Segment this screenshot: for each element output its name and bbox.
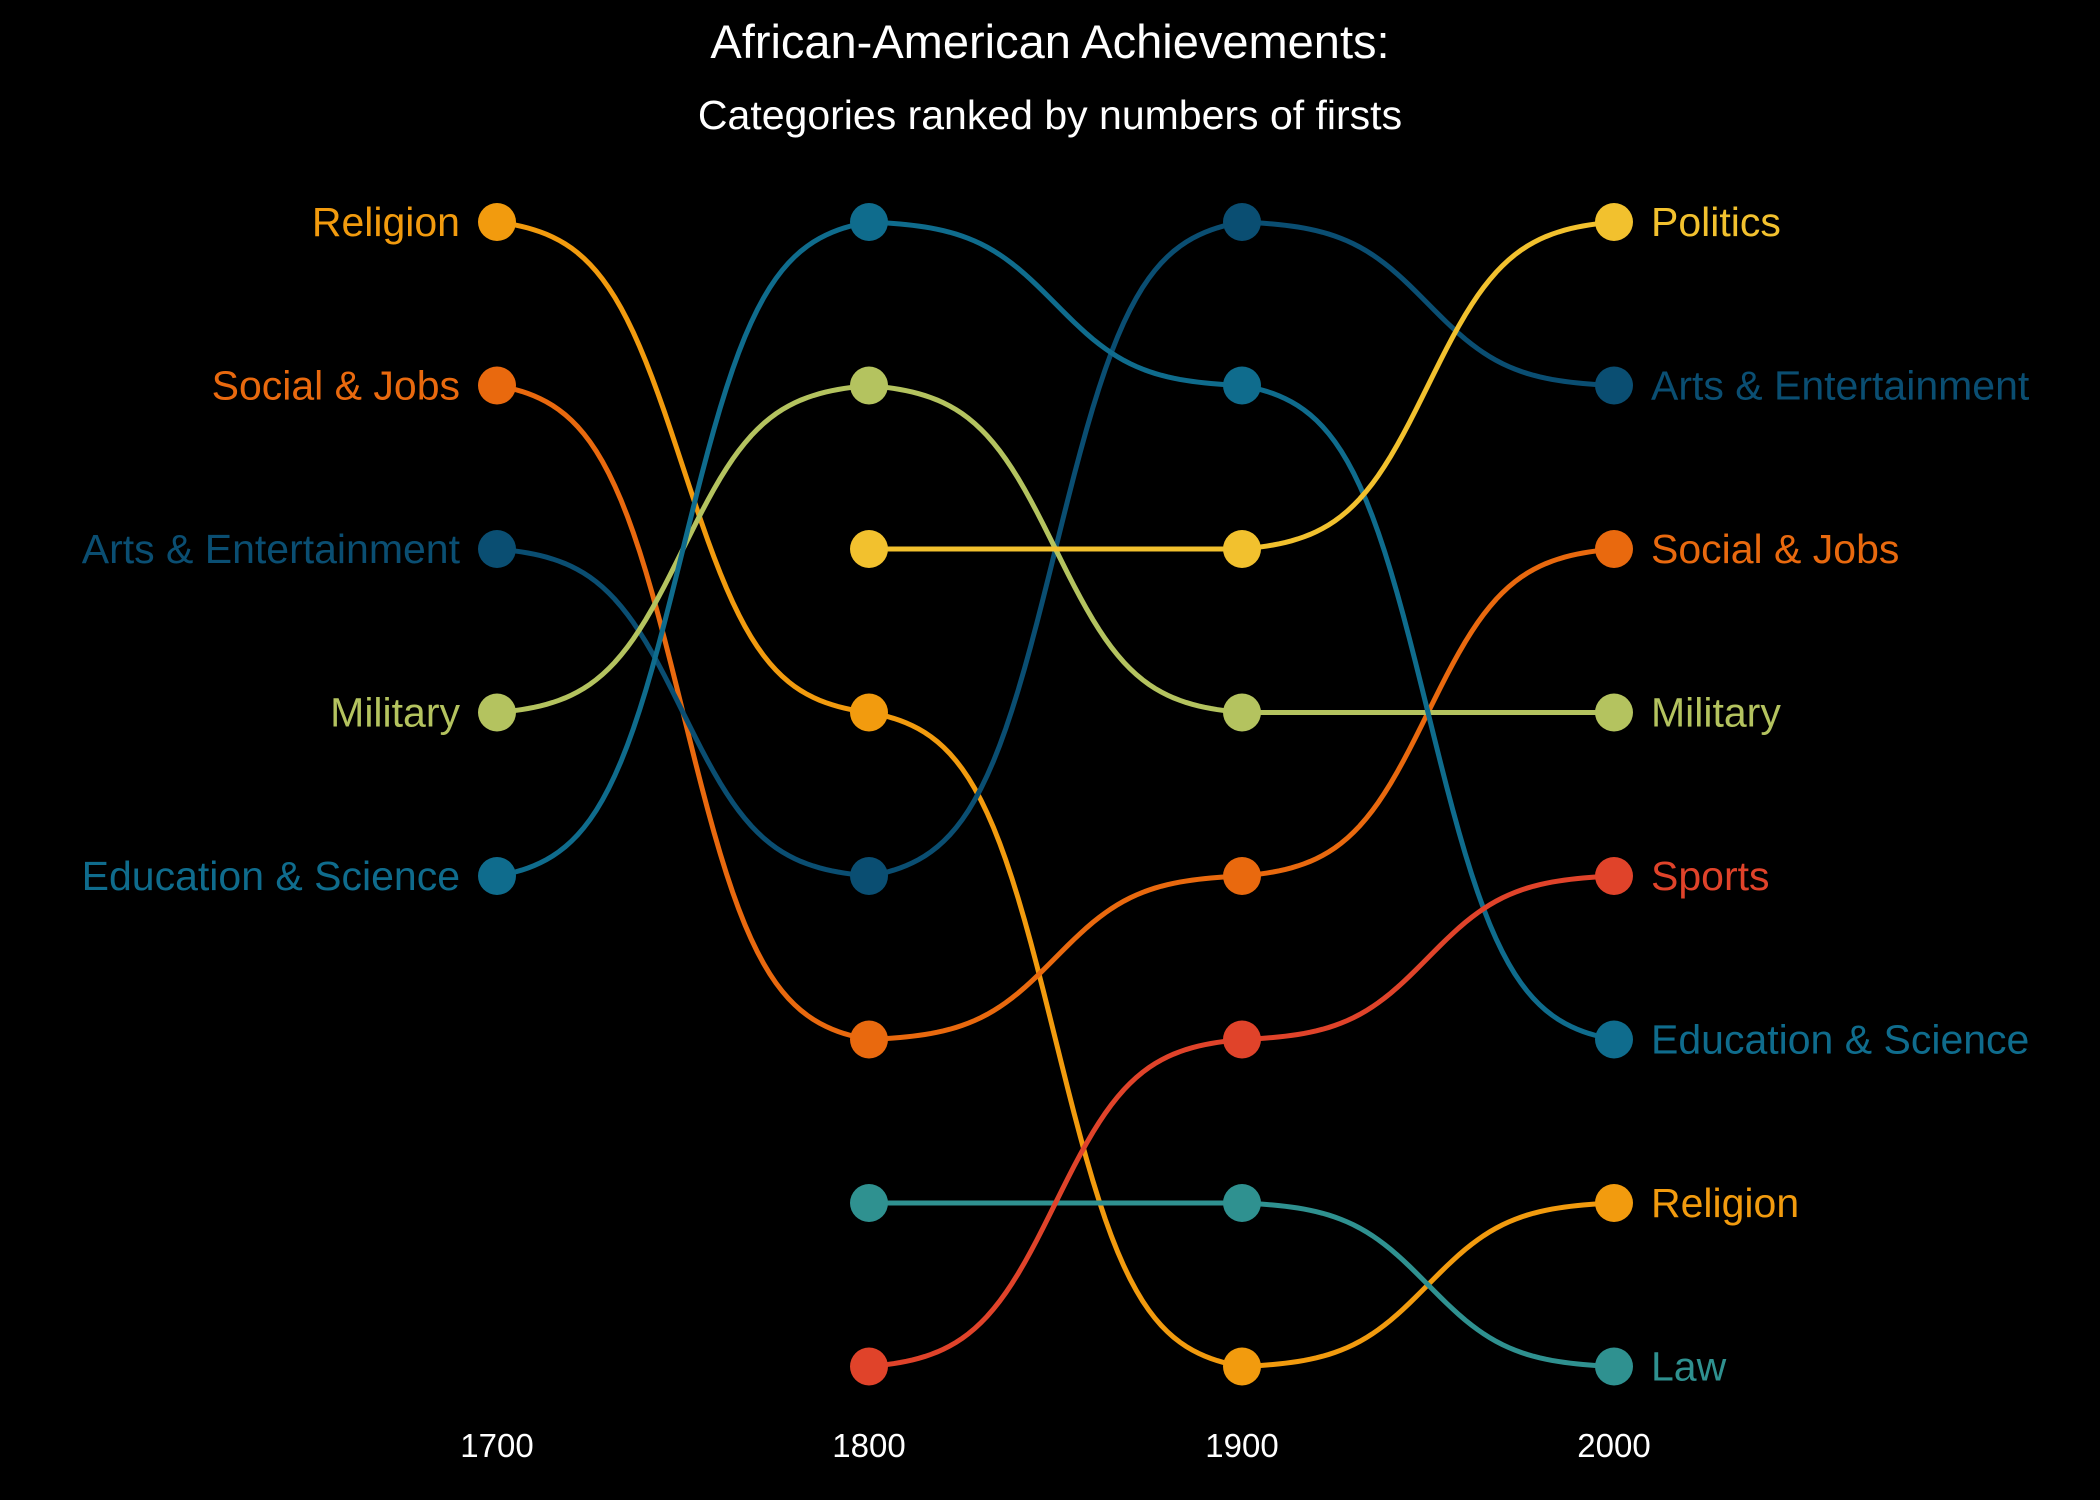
end-labels: Religion Religion Social & Jobs Social & Jo… (82, 199, 2030, 1390)
point-education-and-science-1900 (1223, 366, 1261, 405)
point-military-1700 (478, 693, 516, 732)
point-military-1900 (1223, 693, 1261, 732)
right-label-military: Military (1651, 690, 1781, 736)
right-label-sports: Sports (1651, 853, 1770, 899)
point-social-and-jobs-1900 (1223, 857, 1261, 895)
point-arts-and-entertainment-1800 (850, 857, 888, 895)
point-sports-1900 (1223, 1020, 1261, 1059)
x-tick-label-1900: 1900 (1205, 1427, 1278, 1464)
series-line-education-and-science (868, 219, 1243, 388)
x-tick-label-1700: 1700 (460, 1427, 533, 1464)
right-label-arts-and-entertainment: Arts & Entertainment (1651, 363, 2030, 409)
point-religion-1700 (478, 203, 516, 241)
point-social-and-jobs-2000 (1595, 530, 1633, 568)
series-line-arts-and-entertainment (496, 546, 870, 879)
chart-subtitle: Categories ranked by numbers of firsts (697, 92, 1403, 138)
chart-title: African-American Achievements: (710, 15, 1390, 68)
point-religion-1900 (1223, 1347, 1261, 1386)
point-sports-2000 (1595, 857, 1633, 895)
right-label-politics: Politics (1651, 199, 1781, 245)
point-politics-1900 (1223, 530, 1261, 568)
series-line-education-and-science (1241, 383, 1615, 1042)
point-military-2000 (1595, 693, 1633, 732)
point-arts-and-entertainment-2000 (1595, 366, 1633, 405)
series-line-social-and-jobs (868, 873, 1243, 1042)
point-law-1800 (850, 1184, 888, 1222)
series-line-politics (1241, 219, 1615, 552)
x-tick-label-1800: 1800 (832, 1427, 905, 1464)
right-label-religion: Religion (1651, 1180, 1799, 1226)
point-arts-and-entertainment-1900 (1223, 203, 1261, 241)
series-line-religion (496, 219, 870, 715)
point-social-and-jobs-1700 (478, 366, 516, 405)
point-law-2000 (1595, 1347, 1633, 1386)
point-military-1800 (850, 366, 888, 405)
series-line-arts-and-entertainment (1241, 219, 1615, 388)
point-politics-1800 (850, 530, 888, 568)
point-arts-and-entertainment-1700 (478, 530, 516, 568)
point-religion-1800 (850, 693, 888, 732)
series-points (478, 203, 1633, 1386)
series-lines (496, 219, 1615, 1369)
series-line-religion (868, 710, 1243, 1369)
point-politics-2000 (1595, 203, 1633, 241)
left-label-military: Military (330, 690, 460, 736)
point-education-and-science-1700 (478, 857, 516, 895)
x-axis-ticks: 1700 1800 1900 2000 (460, 1427, 1650, 1464)
point-law-1900 (1223, 1184, 1261, 1222)
left-label-social-and-jobs: Social & Jobs (212, 363, 460, 409)
series-line-sports (868, 1037, 1243, 1369)
point-education-and-science-1800 (850, 203, 888, 241)
series-line-law (1241, 1200, 1615, 1369)
point-social-and-jobs-1800 (850, 1020, 888, 1059)
left-label-arts-and-entertainment: Arts & Entertainment (82, 526, 461, 572)
left-label-religion: Religion (312, 199, 460, 245)
right-label-law: Law (1651, 1344, 1727, 1390)
left-label-education-and-science: Education & Science (82, 853, 460, 899)
series-line-education-and-science (496, 219, 870, 879)
series-line-sports (1241, 873, 1615, 1042)
point-sports-1800 (850, 1347, 888, 1386)
right-label-social-and-jobs: Social & Jobs (1651, 526, 1899, 572)
x-tick-label-2000: 2000 (1577, 1427, 1650, 1464)
right-label-education-and-science: Education & Science (1651, 1017, 2029, 1063)
point-religion-2000 (1595, 1184, 1633, 1222)
point-education-and-science-2000 (1595, 1020, 1633, 1059)
